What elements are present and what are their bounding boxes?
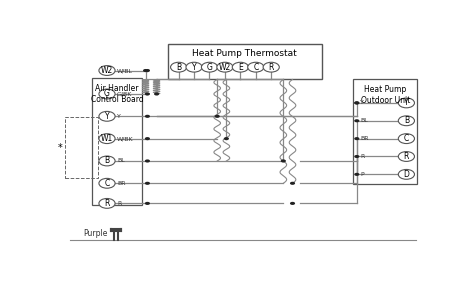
Text: Y: Y — [192, 63, 196, 72]
Circle shape — [290, 182, 295, 185]
Text: Heat Pump Thermostat: Heat Pump Thermostat — [192, 49, 297, 58]
Circle shape — [398, 116, 414, 126]
Circle shape — [354, 155, 359, 158]
Text: R: R — [269, 63, 274, 72]
Text: W2: W2 — [219, 63, 231, 72]
Circle shape — [217, 62, 233, 72]
Text: R: R — [404, 152, 409, 161]
Text: Purple: Purple — [83, 229, 108, 238]
Text: Y: Y — [404, 98, 409, 107]
Text: R: R — [117, 201, 121, 206]
Circle shape — [99, 66, 115, 75]
Text: *: * — [58, 143, 63, 153]
Text: W2: W2 — [101, 66, 113, 75]
Text: Air Handler
Control Board: Air Handler Control Board — [91, 84, 144, 104]
Circle shape — [398, 134, 414, 144]
Text: W/BL: W/BL — [117, 68, 133, 73]
Circle shape — [145, 160, 150, 162]
Text: B: B — [104, 157, 109, 166]
Circle shape — [224, 137, 229, 140]
Text: BL: BL — [360, 118, 368, 123]
Text: Y: Y — [117, 114, 121, 119]
Text: Y: Y — [360, 100, 365, 105]
Text: C: C — [104, 179, 109, 188]
Circle shape — [145, 182, 150, 185]
Circle shape — [99, 198, 115, 208]
Circle shape — [398, 169, 414, 179]
Text: BR: BR — [117, 181, 126, 186]
Text: D: D — [403, 170, 410, 179]
Circle shape — [143, 69, 148, 72]
Circle shape — [99, 178, 115, 188]
Circle shape — [99, 111, 115, 121]
Circle shape — [354, 173, 359, 176]
Circle shape — [145, 69, 150, 72]
Text: R: R — [104, 199, 109, 208]
Circle shape — [398, 98, 414, 108]
Text: C: C — [253, 63, 258, 72]
Circle shape — [281, 160, 286, 162]
Circle shape — [171, 62, 187, 72]
FancyBboxPatch shape — [92, 78, 142, 204]
Circle shape — [145, 93, 150, 95]
Text: G/BK: G/BK — [117, 91, 132, 97]
Text: W1: W1 — [101, 134, 113, 143]
Circle shape — [186, 62, 202, 72]
Circle shape — [145, 115, 150, 118]
Text: B: B — [404, 116, 409, 125]
Circle shape — [145, 137, 150, 140]
Circle shape — [201, 62, 218, 72]
Circle shape — [232, 62, 248, 72]
Circle shape — [354, 101, 359, 104]
Text: B: B — [176, 63, 181, 72]
Text: R: R — [360, 154, 365, 159]
FancyBboxPatch shape — [168, 44, 322, 79]
Circle shape — [145, 202, 150, 205]
Circle shape — [398, 152, 414, 162]
Text: BL: BL — [117, 158, 125, 164]
Circle shape — [354, 101, 359, 104]
Text: G: G — [207, 63, 212, 72]
Circle shape — [215, 115, 220, 118]
Text: C: C — [404, 134, 409, 143]
Circle shape — [290, 202, 295, 205]
Text: W/BK: W/BK — [117, 136, 134, 141]
Circle shape — [99, 89, 115, 99]
Text: Y: Y — [105, 112, 109, 121]
Circle shape — [354, 119, 359, 122]
Text: E: E — [238, 63, 243, 72]
Circle shape — [99, 156, 115, 166]
Text: Heat Pump
Outdoor Unit: Heat Pump Outdoor Unit — [361, 85, 410, 106]
Circle shape — [99, 134, 115, 144]
Text: P: P — [360, 172, 364, 177]
FancyBboxPatch shape — [353, 79, 418, 184]
Text: G: G — [104, 90, 110, 99]
Text: BR: BR — [360, 136, 369, 141]
Circle shape — [154, 93, 159, 95]
Circle shape — [354, 137, 359, 140]
Circle shape — [263, 62, 279, 72]
Circle shape — [248, 62, 264, 72]
